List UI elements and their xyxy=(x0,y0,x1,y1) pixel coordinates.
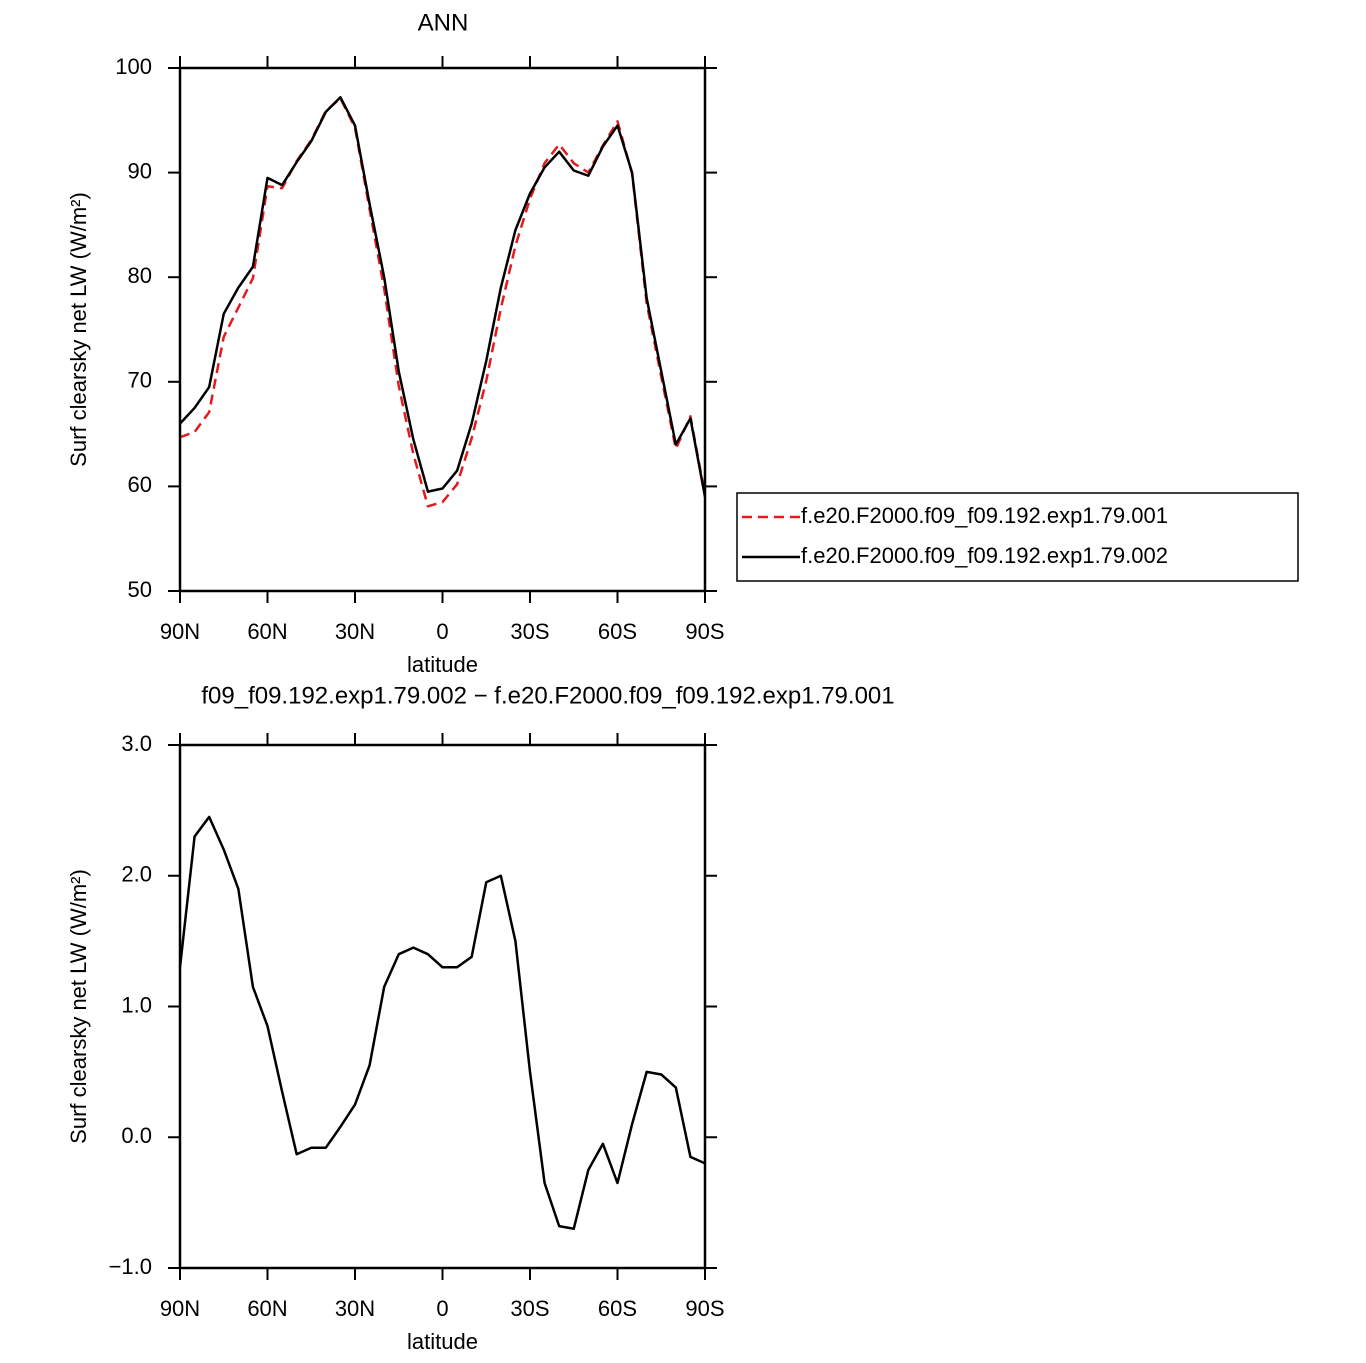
x-tick-label: 90S xyxy=(685,619,724,644)
data-line xyxy=(178,815,706,1231)
y-tick-label: −1.0 xyxy=(109,1254,152,1279)
x-tick-label: 90N xyxy=(160,619,200,644)
x-tick-label: 60S xyxy=(598,1296,637,1321)
x-tick-label: 60N xyxy=(247,1296,287,1321)
y-tick-label: 100 xyxy=(115,54,152,79)
x-axis-label: latitude xyxy=(407,652,478,677)
plot-frame xyxy=(178,743,707,1270)
y-tick-label: 2.0 xyxy=(121,862,152,887)
x-tick-label: 30S xyxy=(510,619,549,644)
x-tick-label: 90N xyxy=(160,1296,200,1321)
x-tick-label: 30N xyxy=(335,619,375,644)
y-tick-label: 1.0 xyxy=(121,992,152,1017)
legend-label: f.e20.F2000.f09_f09.192.exp1.79.001 xyxy=(801,503,1168,528)
data-line xyxy=(179,97,707,508)
y-tick-label: 70 xyxy=(128,368,152,393)
y-tick-label: 3.0 xyxy=(121,731,152,756)
y-tick-label: 50 xyxy=(128,577,152,602)
y-axis-label: Surf clearsky net LW (W/m²) xyxy=(66,869,91,1144)
chart-title: ANN xyxy=(418,9,469,36)
x-tick-label: 0 xyxy=(436,1296,448,1321)
x-tick-label: 90S xyxy=(685,1296,724,1321)
y-tick-label: 60 xyxy=(128,472,152,497)
x-tick-label: 60N xyxy=(247,619,287,644)
legend-label: f.e20.F2000.f09_f09.192.exp1.79.002 xyxy=(801,543,1168,568)
x-tick-label: 30N xyxy=(335,1296,375,1321)
legend-box xyxy=(736,492,1299,582)
x-tick-label: 60S xyxy=(598,619,637,644)
chart-title: f09_f09.192.exp1.79.002 − f.e20.F2000.f0… xyxy=(201,682,894,709)
x-tick-label: 30S xyxy=(510,1296,549,1321)
x-axis-label: latitude xyxy=(407,1329,478,1354)
y-tick-label: 80 xyxy=(128,263,152,288)
plot-frame xyxy=(178,66,707,593)
y-tick-label: 90 xyxy=(128,158,152,183)
x-tick-label: 0 xyxy=(436,619,448,644)
y-tick-label: 0.0 xyxy=(121,1123,152,1148)
y-axis-label: Surf clearsky net LW (W/m²) xyxy=(66,192,91,467)
data-line xyxy=(179,96,707,498)
